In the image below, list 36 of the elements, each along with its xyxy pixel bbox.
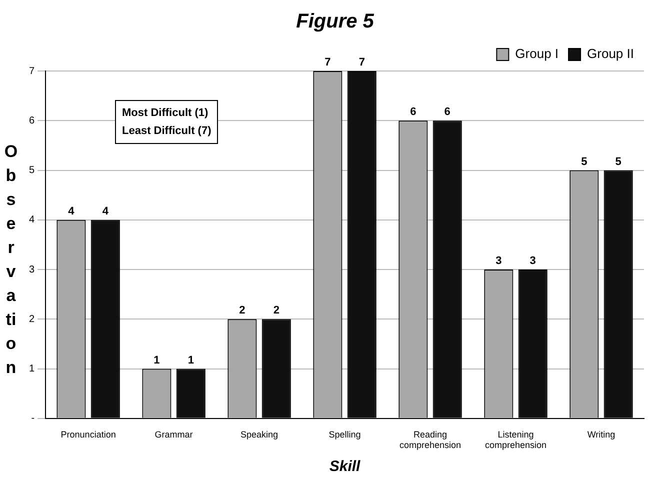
chart-title: Figure 5 bbox=[296, 10, 375, 33]
y-tick-label: 7 bbox=[29, 66, 35, 77]
data-label: 6 bbox=[410, 106, 416, 118]
y-tick-label: 2 bbox=[29, 314, 35, 325]
y-tick-label: - bbox=[31, 413, 35, 424]
data-label: 4 bbox=[102, 205, 110, 218]
legend-label: Group II bbox=[587, 46, 634, 62]
x-tick-label: Writing bbox=[587, 429, 616, 440]
y-tick-label: 4 bbox=[29, 214, 35, 226]
y-tick-label: 6 bbox=[29, 115, 35, 126]
data-label: 7 bbox=[358, 56, 365, 69]
data-label: 5 bbox=[581, 156, 588, 168]
x-tick-label: Reading comprehension bbox=[400, 429, 462, 450]
y-tick-label: 5 bbox=[29, 165, 35, 176]
text: Observation bbox=[4, 142, 18, 377]
data-label: 7 bbox=[324, 56, 331, 69]
x-tick-label: Pronunciation bbox=[60, 429, 116, 440]
data-label: 5 bbox=[615, 156, 622, 168]
y-tick-label: 3 bbox=[29, 264, 35, 276]
legend-label: Group I bbox=[515, 46, 559, 62]
data-label: 1 bbox=[188, 354, 194, 366]
data-label: 3 bbox=[530, 255, 536, 268]
x-tick-label: Grammar bbox=[154, 429, 193, 440]
data-label: 4 bbox=[68, 205, 76, 218]
x-tick-label: Spelling bbox=[328, 429, 361, 440]
data-label: 1 bbox=[154, 354, 160, 366]
y-tick-label: 1 bbox=[29, 364, 35, 375]
data-label: 6 bbox=[444, 106, 450, 118]
annotation: Least Difficult (7) bbox=[122, 124, 212, 139]
x-tick-label: Speaking bbox=[240, 429, 278, 440]
data-label: 3 bbox=[496, 255, 502, 268]
x-axis-title: Skill bbox=[329, 458, 362, 476]
annotation: Most Difficult (1) bbox=[122, 106, 210, 121]
x-tick-label: Listening comprehension bbox=[484, 429, 547, 450]
data-label: 2 bbox=[273, 304, 280, 317]
data-label: 2 bbox=[239, 304, 246, 317]
